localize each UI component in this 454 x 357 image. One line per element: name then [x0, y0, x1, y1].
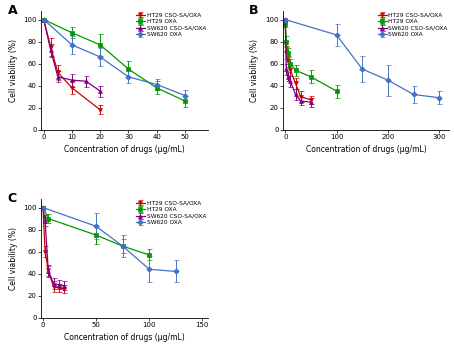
- X-axis label: Concentration of drugs (μg/mL): Concentration of drugs (μg/mL): [64, 333, 185, 342]
- Legend: HT29 CSO-SA/OXA, HT29 OXA, SW620 CSO-SA/OXA, SW620 OXA: HT29 CSO-SA/OXA, HT29 OXA, SW620 CSO-SA/…: [135, 200, 207, 226]
- X-axis label: Concentration of drugs (μg/mL): Concentration of drugs (μg/mL): [64, 145, 185, 155]
- Text: A: A: [8, 4, 17, 16]
- X-axis label: Concentration of drugs (μg/mL): Concentration of drugs (μg/mL): [306, 145, 426, 155]
- Y-axis label: Cell viability (%): Cell viability (%): [251, 39, 260, 102]
- Legend: HT29 CSO-SA/OXA, HT29 OXA, SW620 CSO-SA/OXA, SW620 OXA: HT29 CSO-SA/OXA, HT29 OXA, SW620 CSO-SA/…: [135, 12, 207, 38]
- Y-axis label: Cell viability (%): Cell viability (%): [9, 227, 18, 290]
- Text: C: C: [8, 192, 17, 205]
- Legend: HT29 CSO-SA/OXA, HT29 OXA, SW620 CSO-SA/OXA, SW620 OXA: HT29 CSO-SA/OXA, HT29 OXA, SW620 CSO-SA/…: [377, 12, 448, 38]
- Y-axis label: Cell viability (%): Cell viability (%): [9, 39, 18, 102]
- Text: B: B: [249, 4, 259, 16]
